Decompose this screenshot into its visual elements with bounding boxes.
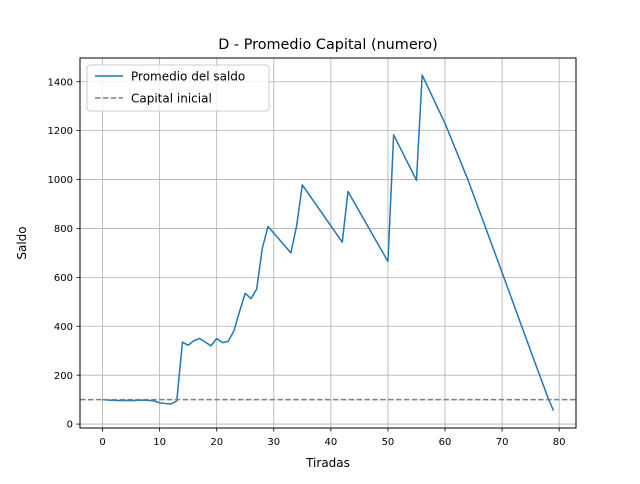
grid: [80, 58, 576, 428]
y-tick-label: 400: [54, 322, 73, 333]
x-tick-label: 50: [382, 437, 395, 448]
y-tick-label: 800: [54, 224, 73, 235]
legend-label-promedio: Promedio del saldo: [131, 70, 245, 84]
series-layer: [80, 74, 576, 411]
ticks: 0 10 20 30 40 50 60 70 8002004006008001000120014…: [48, 77, 566, 448]
legend-box: [86, 64, 270, 112]
y-tick-label: 1400: [48, 77, 73, 88]
chart-title: D - Promedio Capital (numero): [218, 37, 437, 53]
y-tick-label: 600: [54, 273, 73, 284]
y-axis-label: Saldo: [15, 226, 29, 259]
x-tick-label: 40: [324, 437, 337, 448]
x-tick-label: 0: [99, 437, 105, 448]
x-axis-label: Tiradas: [305, 456, 350, 470]
x-tick-label: 30: [267, 437, 280, 448]
y-tick-label: 0: [67, 420, 73, 431]
x-tick-label: 10: [153, 437, 166, 448]
legend: Promedio del saldo Capital inicial: [86, 64, 270, 112]
axes-frame: [79, 57, 577, 429]
legend-label-capital-inicial: Capital inicial: [131, 92, 212, 106]
x-tick-label: 70: [496, 437, 509, 448]
y-tick-label: 1200: [48, 126, 73, 137]
x-tick-label: 80: [553, 437, 566, 448]
y-tick-label: 200: [54, 371, 73, 382]
x-tick-label: 20: [210, 437, 223, 448]
x-tick-label: 60: [439, 437, 452, 448]
y-tick-label: 1000: [48, 175, 73, 186]
